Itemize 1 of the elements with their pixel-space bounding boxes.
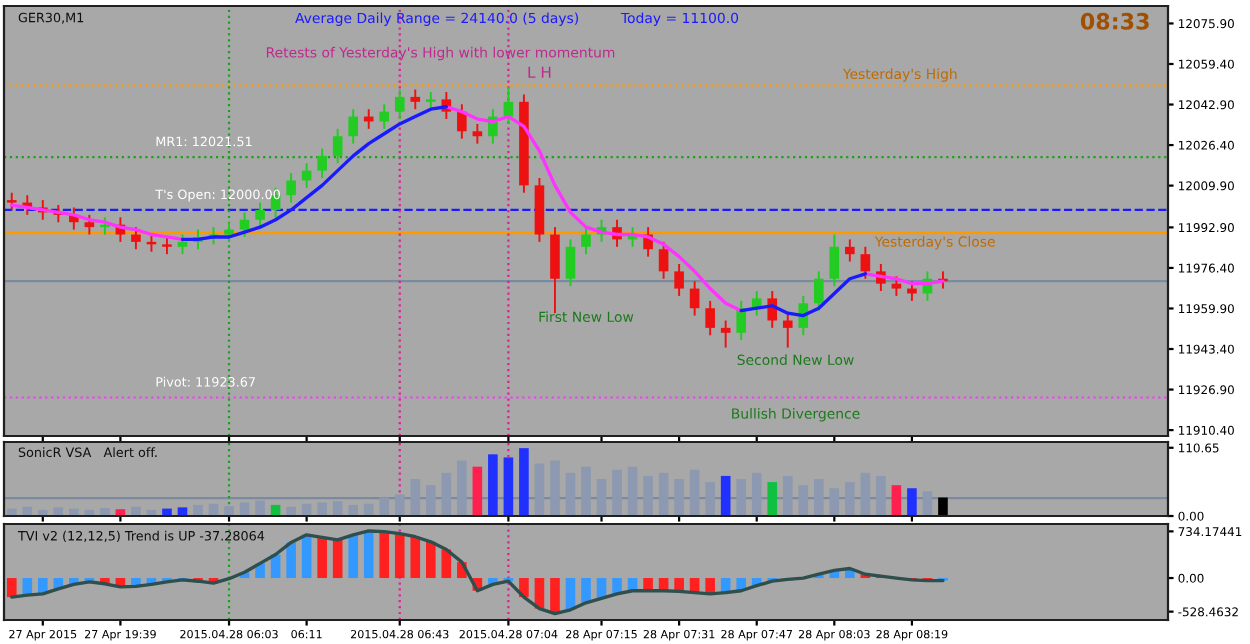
annotation: 08:33 — [1080, 12, 1149, 30]
